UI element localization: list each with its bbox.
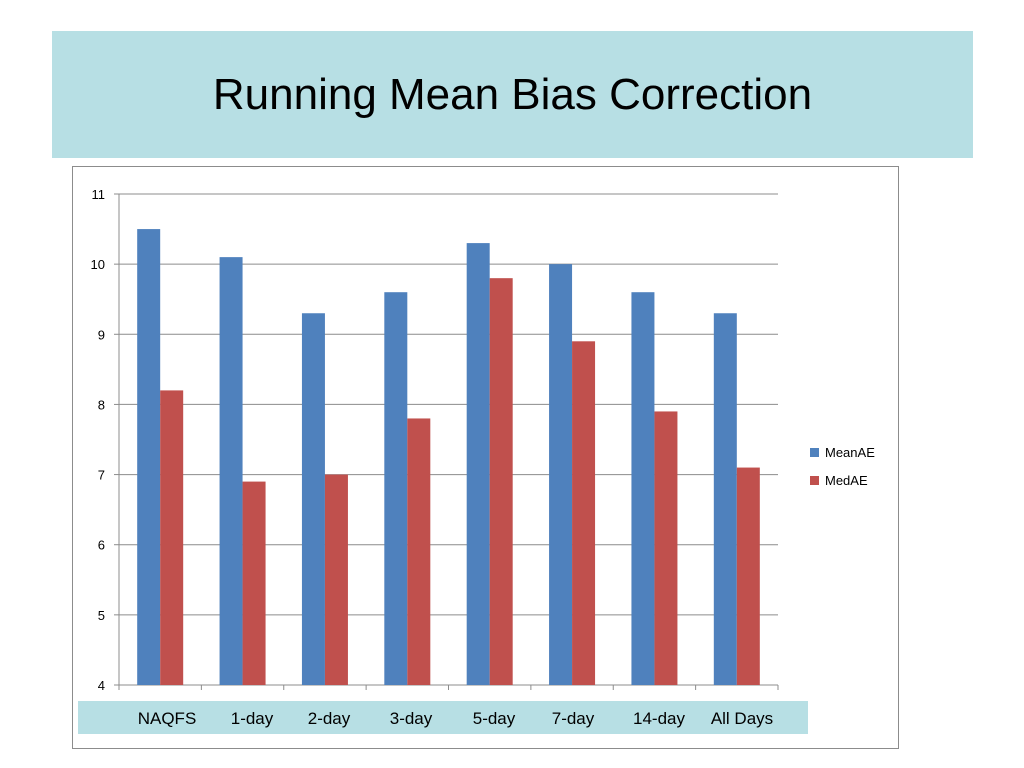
bar-meanae-2	[301, 313, 325, 685]
bar-meanae-6	[631, 292, 655, 685]
bar-medae-6	[654, 411, 678, 685]
y-tick-label: 7	[98, 468, 105, 483]
x-tick-label: 5-day	[472, 709, 516, 728]
bar-medae-2	[324, 474, 348, 685]
slide-title: Running Mean Bias Correction	[212, 69, 813, 119]
bar-medae-5	[572, 341, 596, 685]
legend-label-meanae: MeanAE	[825, 444, 875, 460]
bar-meanae-3	[384, 292, 408, 685]
bar-meanae-0	[137, 229, 161, 686]
legend-label-medae: MedAE	[825, 472, 868, 488]
y-tick-label: 10	[91, 257, 105, 272]
bar-meanae-5	[549, 264, 573, 685]
bar-medae-3	[407, 418, 431, 685]
legend-item-medae: MedAE	[810, 466, 875, 494]
bar-meanae-1	[219, 257, 243, 685]
x-tick-label: 3-day	[389, 709, 433, 728]
bar-meanae-7	[713, 313, 737, 685]
bar-meanae-4	[466, 243, 490, 685]
x-tick-label: NAQFS	[137, 709, 197, 728]
x-tick-label: 1-day	[230, 709, 274, 728]
y-tick-label: 11	[92, 187, 106, 202]
legend-swatch-meanae	[810, 447, 819, 457]
x-axis-label-banner	[78, 701, 808, 734]
legend-swatch-medae	[810, 475, 819, 485]
x-tick-label: 7-day	[551, 709, 595, 728]
bar-medae-0	[160, 390, 184, 685]
y-tick-label: 4	[98, 678, 105, 693]
bar-medae-7	[736, 467, 760, 685]
bar-medae-4	[489, 278, 513, 685]
x-tick-label: 14-day	[633, 709, 685, 728]
title-banner: Running Mean Bias Correction	[52, 31, 973, 158]
legend-item-meanae: MeanAE	[810, 438, 875, 466]
bar-medae-1	[242, 481, 266, 685]
y-tick-label: 9	[98, 327, 105, 342]
y-tick-label: 6	[98, 538, 105, 553]
y-tick-label: 8	[98, 397, 105, 412]
y-tick-label: 5	[98, 608, 105, 623]
legend: MeanAE MedAE	[810, 438, 875, 494]
x-tick-label: 2-day	[307, 709, 351, 728]
x-tick-label: All Days	[710, 709, 774, 728]
